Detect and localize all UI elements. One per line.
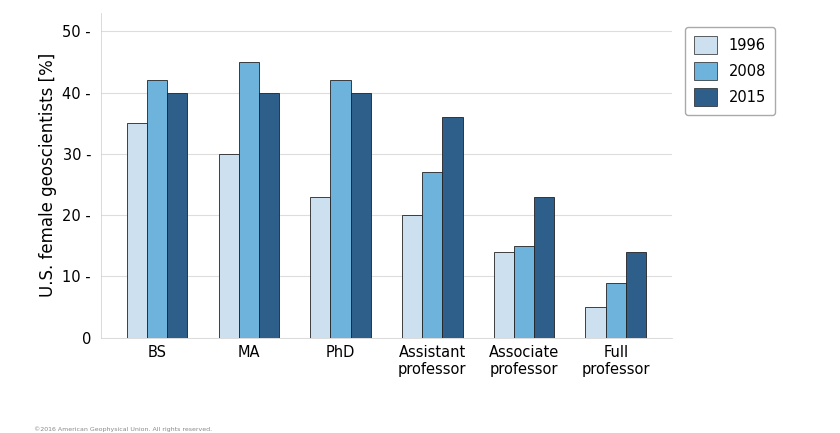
Bar: [423, 172, 443, 338]
Bar: [534, 197, 554, 338]
Y-axis label: U.S. female geoscientists [%]: U.S. female geoscientists [%]: [39, 53, 57, 297]
Text: ©2016 American Geophysical Union. All rights reserved.: ©2016 American Geophysical Union. All ri…: [34, 426, 212, 432]
Bar: [494, 252, 514, 338]
Bar: [167, 93, 187, 338]
Bar: [310, 197, 330, 338]
Bar: [626, 252, 646, 338]
Bar: [514, 246, 534, 338]
Legend: 1996, 2008, 2015: 1996, 2008, 2015: [685, 27, 774, 115]
Bar: [218, 154, 239, 338]
Bar: [330, 81, 350, 338]
Bar: [402, 215, 423, 338]
Bar: [127, 123, 147, 338]
Bar: [350, 93, 370, 338]
Bar: [585, 307, 606, 338]
Bar: [239, 62, 259, 338]
Bar: [443, 117, 463, 338]
Bar: [606, 283, 626, 338]
Bar: [259, 93, 279, 338]
Bar: [147, 81, 167, 338]
